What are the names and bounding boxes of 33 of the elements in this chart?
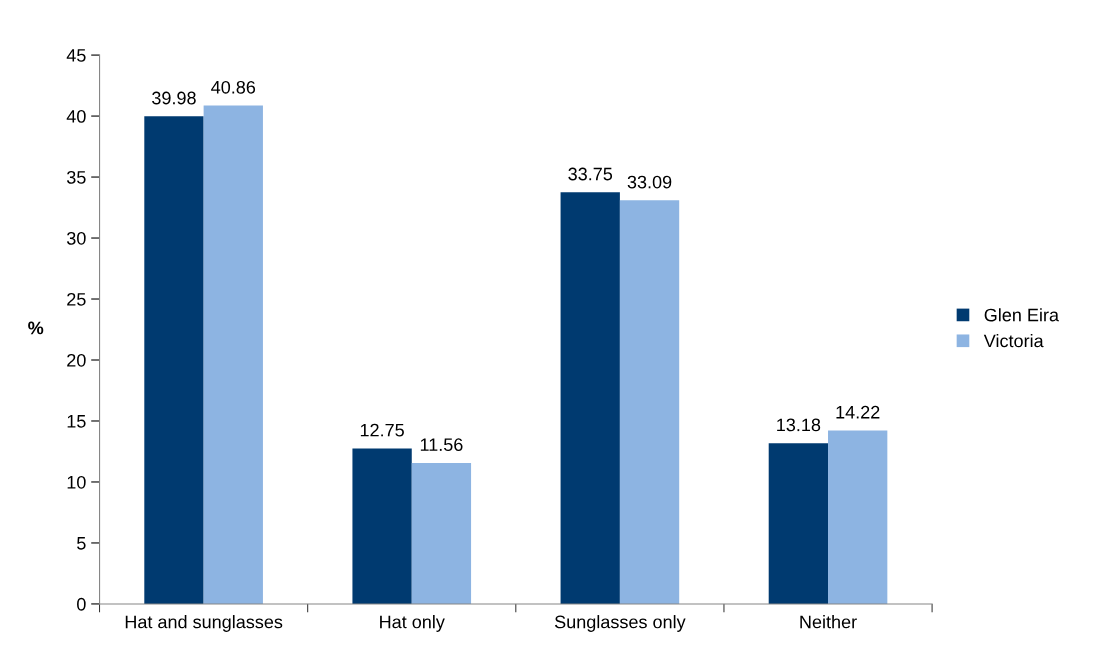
y-tick-label: 35: [66, 170, 86, 184]
bar: [144, 116, 204, 604]
bar: [560, 192, 620, 604]
data-label: 33.09: [627, 175, 672, 189]
data-label: 11.56: [420, 438, 463, 452]
legend-label: Glen Eira: [984, 308, 1060, 322]
bar: [768, 443, 829, 604]
data-label: 39.98: [152, 91, 196, 105]
x-tick-label: Hat and sunglasses: [125, 615, 283, 632]
x-tick-label: Neither: [800, 615, 857, 629]
bar: [619, 200, 680, 604]
y-tick-label: 10: [67, 475, 86, 489]
y-tick-label: 45: [66, 49, 86, 62]
y-tick-label: 5: [77, 537, 86, 550]
x-tick-label: Sunglasses only: [554, 615, 686, 632]
y-tick-label: 40: [66, 110, 86, 123]
bar: [352, 448, 412, 604]
data-label: 13.18: [777, 418, 821, 432]
y-tick-label: 25: [67, 292, 86, 306]
bar: [203, 105, 263, 604]
y-tick-label: 0: [77, 597, 86, 611]
data-label: 33.75: [568, 167, 613, 181]
bar: [828, 430, 888, 604]
data-label: 12.75: [360, 423, 404, 437]
data-label: 14.22: [836, 405, 880, 419]
y-axis-title: %: [28, 321, 44, 335]
x-tick-label: Hat only: [380, 615, 445, 632]
data-label: 40.86: [211, 80, 256, 94]
y-tick-label: 20: [67, 353, 86, 367]
bar: [411, 462, 472, 604]
y-tick-label: 30: [66, 231, 86, 245]
y-tick-label: 15: [67, 415, 86, 428]
legend-label: Victoria: [983, 334, 1044, 348]
